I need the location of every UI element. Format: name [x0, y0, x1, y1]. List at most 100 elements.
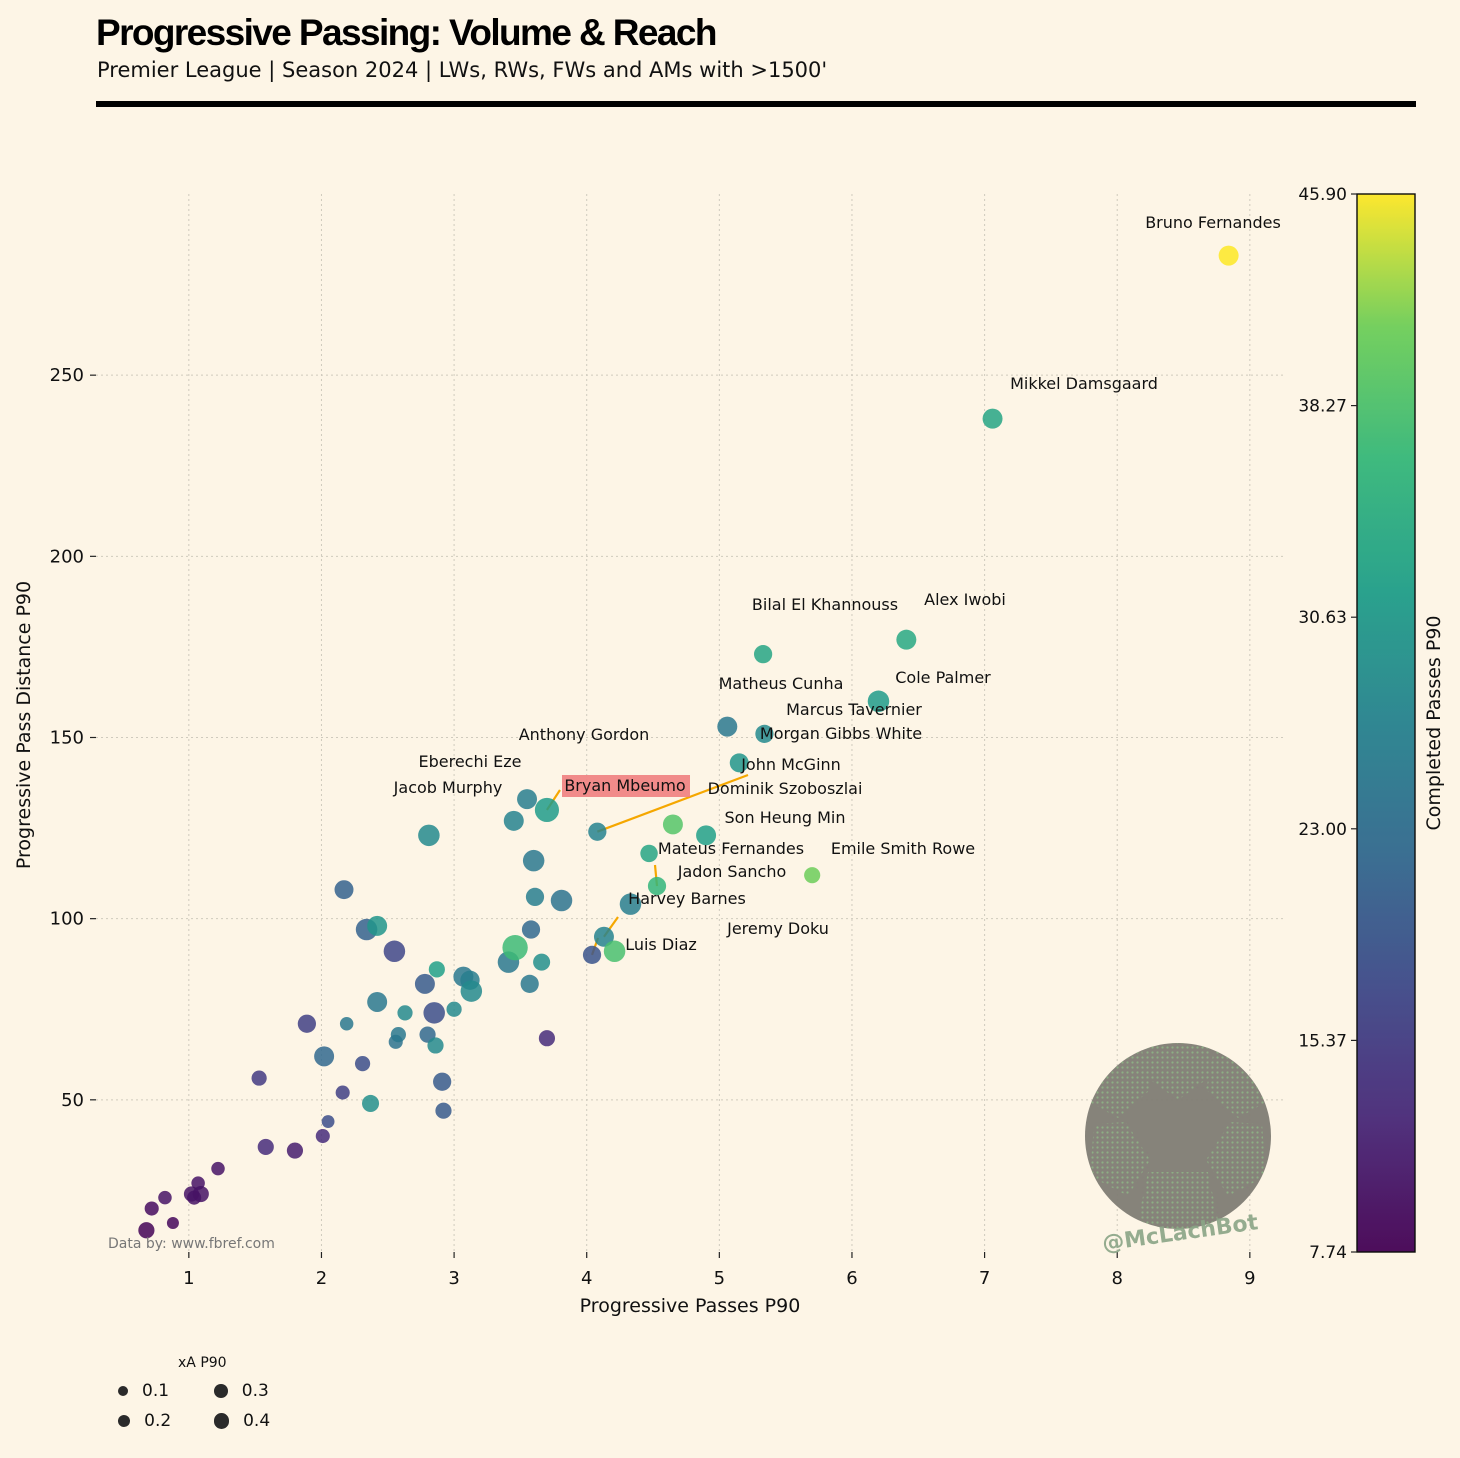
size-legend-entry: 0.4 [214, 1411, 324, 1431]
scatter-point [533, 953, 551, 971]
point-label: Bruno Fernandes [1145, 213, 1281, 232]
scatter-point [428, 961, 445, 978]
point-label: Marcus Tavernier [786, 700, 922, 719]
scatter-point [753, 645, 773, 664]
y-tick-label: 50 [61, 1090, 84, 1111]
scatter-point [315, 1129, 330, 1144]
scatter-point [896, 629, 917, 650]
scatter-point [503, 810, 524, 831]
scatter-point [755, 724, 774, 743]
scatter-point [367, 915, 388, 936]
colorbar-tick-label: 38.27 [1298, 397, 1347, 417]
size-legend-marker [214, 1413, 230, 1429]
x-tick-label: 9 [1244, 1268, 1255, 1289]
scatter-point [550, 889, 573, 912]
point-label: Mikkel Damsgaard [1010, 374, 1158, 393]
data-points [138, 245, 1239, 1239]
size-legend-label: 0.1 [142, 1381, 170, 1401]
x-tick-label: 7 [979, 1268, 990, 1289]
scatter-point [211, 1161, 225, 1176]
scatter-point [251, 1070, 267, 1086]
scatter-point [427, 1037, 444, 1054]
point-label: Bryan Mbeumo [564, 776, 685, 795]
scatter-point [390, 1027, 406, 1043]
scatter-point [314, 1046, 335, 1067]
scatter-point [538, 1030, 556, 1047]
colorbar: 7.74 15.37 23.00 30.63 38.27 45.90 [1298, 185, 1416, 1263]
size-legend-marker [214, 1384, 228, 1398]
size-legend-label: 0.3 [241, 1381, 269, 1401]
scatter-point [435, 1102, 452, 1119]
scatter-point [517, 789, 538, 810]
annotation-connector [596, 773, 749, 833]
scatter-point [418, 824, 440, 847]
scatter-point [593, 926, 614, 947]
y-tick-label: 250 [50, 365, 84, 386]
point-label: Luis Diaz [625, 935, 697, 954]
scatter-point [187, 1190, 202, 1205]
point-labels: Bruno Fernandes Mikkel Damsgaard Alex Iwob… [393, 213, 1281, 954]
colorbar-tick-label: 7.74 [1309, 1243, 1347, 1263]
watermark-logo: @McLachBot [1085, 1043, 1271, 1257]
point-label: Matheus Cunha [719, 674, 844, 693]
colorbar-label: Completed Passes P90 [1423, 616, 1445, 831]
x-tick-label: 5 [714, 1268, 725, 1289]
x-tick-label: 2 [316, 1268, 327, 1289]
y-axis-label: Progressive Pass Distance P90 [13, 581, 35, 869]
scatter-point [582, 945, 602, 965]
point-label: Alex Iwobi [924, 590, 1006, 609]
point-label: Cole Palmer [895, 668, 991, 687]
point-label: Jadon Sancho [677, 862, 787, 881]
scatter-point [383, 940, 406, 963]
scatter-point [297, 1014, 316, 1033]
data-credit: Data by: www.fbref.com [108, 1236, 275, 1252]
point-label: Emile Smith Rowe [831, 839, 975, 858]
scatter-point [166, 1217, 179, 1230]
colorbar-tick-label: 23.00 [1298, 820, 1347, 840]
scatter-point [1218, 245, 1239, 266]
chart-title: Progressive Passing: Volume & Reach [96, 12, 717, 53]
scatter-point [138, 1222, 155, 1239]
colorbar-tick-label: 45.90 [1298, 185, 1347, 205]
scatter-point [525, 887, 545, 907]
scatter-point [144, 1201, 159, 1216]
x-tick-label: 4 [581, 1268, 592, 1289]
point-label: Harvey Barnes [628, 889, 746, 908]
scatter-point [446, 1001, 462, 1017]
point-label: Jacob Murphy [393, 778, 503, 797]
point-label: John McGinn [740, 755, 841, 774]
scatter-point [729, 753, 749, 773]
scatter-point [619, 893, 642, 915]
scatter-point [362, 1094, 380, 1112]
point-label: Mateus Fernandes [658, 839, 804, 858]
size-legend-label: 0.2 [144, 1411, 172, 1431]
size-legend-marker [118, 1414, 131, 1428]
x-axis-label: Progressive Passes P90 [580, 1295, 801, 1317]
size-legend-entry: 0.2 [118, 1411, 228, 1431]
scatter-point [717, 716, 738, 737]
scatter-point [588, 822, 607, 841]
scatter-point [367, 992, 388, 1012]
x-tick-label: 6 [846, 1268, 857, 1289]
colorbar-tick-label: 30.63 [1298, 608, 1347, 628]
scatter-point [460, 980, 483, 1002]
scatter-point [640, 844, 658, 863]
scatter-point [534, 797, 560, 823]
x-tick-label: 1 [183, 1268, 194, 1289]
point-label: Jeremy Doku [726, 919, 829, 938]
size-legend-entry: 0.3 [214, 1381, 324, 1401]
scatter-point [603, 940, 626, 963]
x-tick-label: 8 [1111, 1268, 1122, 1289]
size-legend-entry: 0.1 [118, 1381, 228, 1401]
point-label: Eberechi Eze [419, 752, 522, 771]
scatter-point [414, 973, 435, 994]
axes: 1 2 3 4 5 6 7 8 9 50 100 150 200 250 [50, 365, 1256, 1289]
scatter-point [257, 1138, 274, 1156]
scatter-point [982, 408, 1003, 429]
size-legend-label: 0.4 [243, 1411, 271, 1431]
colorbar-tick-label: 15.37 [1298, 1031, 1347, 1051]
scatter-point [335, 1085, 350, 1100]
scatter-point [520, 974, 539, 993]
scatter-point [354, 1055, 371, 1072]
